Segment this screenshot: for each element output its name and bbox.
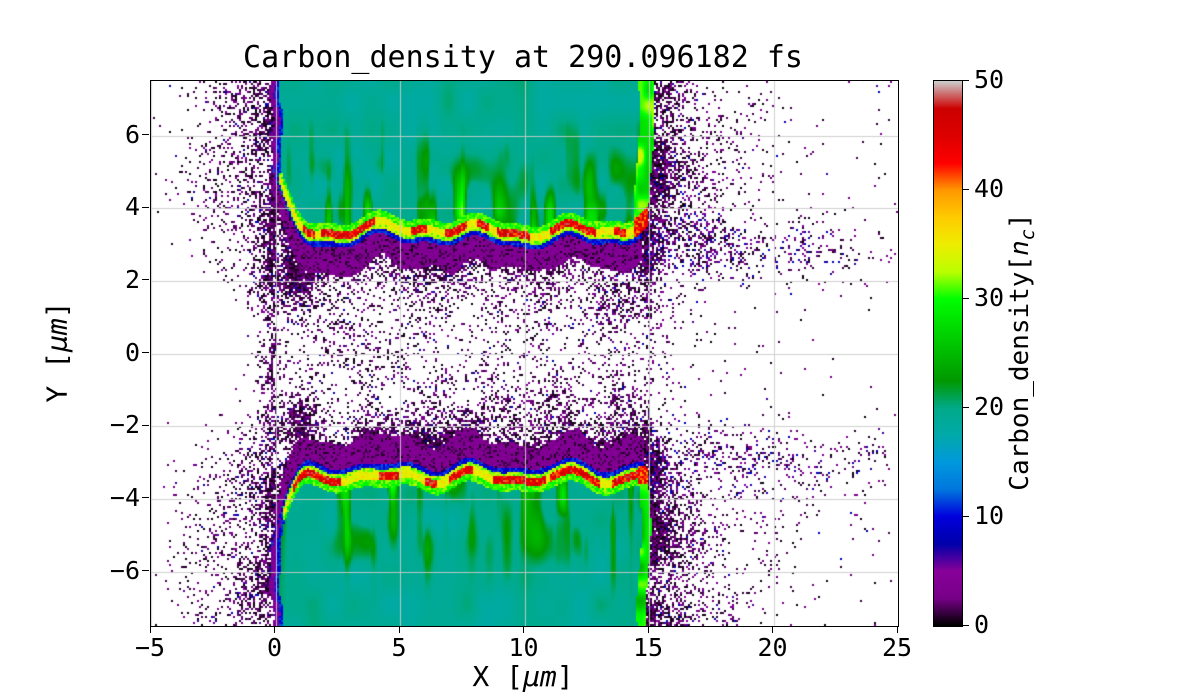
y-tick-label: −6 — [109, 555, 140, 585]
colorbar-tick-label: 10 — [974, 501, 1005, 530]
colorbar-tick-mark — [963, 297, 969, 299]
colorbar-tick-label: 0 — [974, 610, 990, 639]
y-tick-mark — [142, 134, 149, 135]
x-axis-unit: μm — [523, 660, 557, 693]
y-tick-mark — [142, 424, 149, 426]
y-tick-label: −2 — [109, 410, 140, 440]
y-tick-mark — [142, 352, 149, 353]
heatmap-canvas — [151, 81, 898, 626]
x-axis-label-text: X [ — [472, 660, 523, 693]
y-tick-label: −4 — [109, 482, 140, 512]
colorbar-tick-mark — [963, 624, 969, 626]
plot-area — [150, 80, 899, 627]
colorbar-tick-mark — [963, 406, 969, 408]
colorbar-canvas — [934, 81, 962, 626]
colorbar-label: Carbon_density[nc] — [1005, 213, 1039, 490]
y-tick-label: 4 — [124, 192, 140, 222]
colorbar-tick-mark — [963, 515, 969, 517]
x-tick-mark — [896, 626, 898, 633]
colorbar-tick-label: 30 — [974, 283, 1005, 312]
y-tick-mark — [142, 279, 149, 281]
x-tick-label: 0 — [266, 633, 283, 662]
colorbar-label-sub: c — [1018, 228, 1040, 241]
y-tick-mark — [142, 570, 149, 571]
colorbar-tick-label: 50 — [974, 65, 1005, 94]
x-axis-label-close: ] — [556, 660, 574, 693]
y-axis-label-text: Y [ — [40, 352, 74, 403]
y-axis-label-close: ] — [40, 301, 74, 319]
x-tick-label: 15 — [632, 633, 664, 662]
x-tick-mark — [523, 626, 524, 633]
y-tick-mark — [142, 497, 149, 499]
x-tick-label: −5 — [134, 633, 166, 662]
y-tick-label: 6 — [124, 119, 140, 149]
colorbar-tick-label: 40 — [974, 174, 1005, 203]
x-tick-mark — [647, 626, 649, 633]
x-tick-mark — [274, 626, 275, 633]
colorbar-tick-label: 20 — [974, 392, 1005, 421]
y-tick-label: 0 — [124, 337, 140, 367]
x-axis-label: X [μm] — [472, 660, 573, 693]
colorbar-tick-mark — [963, 188, 969, 190]
colorbar-label-close: ] — [1004, 213, 1035, 229]
colorbar-label-var: n — [1004, 240, 1035, 256]
colorbar-tick-mark — [963, 79, 969, 81]
x-tick-mark — [149, 626, 151, 633]
y-tick-mark — [142, 206, 149, 208]
colorbar — [933, 80, 963, 627]
y-axis-label: Y [μm] — [41, 301, 74, 402]
x-tick-label: 5 — [391, 633, 407, 662]
x-tick-label: 10 — [508, 633, 539, 662]
x-tick-mark — [398, 626, 400, 633]
chart-title: Carbon_density at 290.096182 fs — [243, 40, 803, 75]
y-tick-label: 2 — [124, 264, 140, 294]
x-tick-label: 25 — [881, 633, 913, 662]
y-axis-unit: μm — [40, 318, 74, 352]
x-tick-mark — [772, 626, 773, 633]
x-tick-label: 20 — [757, 633, 788, 662]
